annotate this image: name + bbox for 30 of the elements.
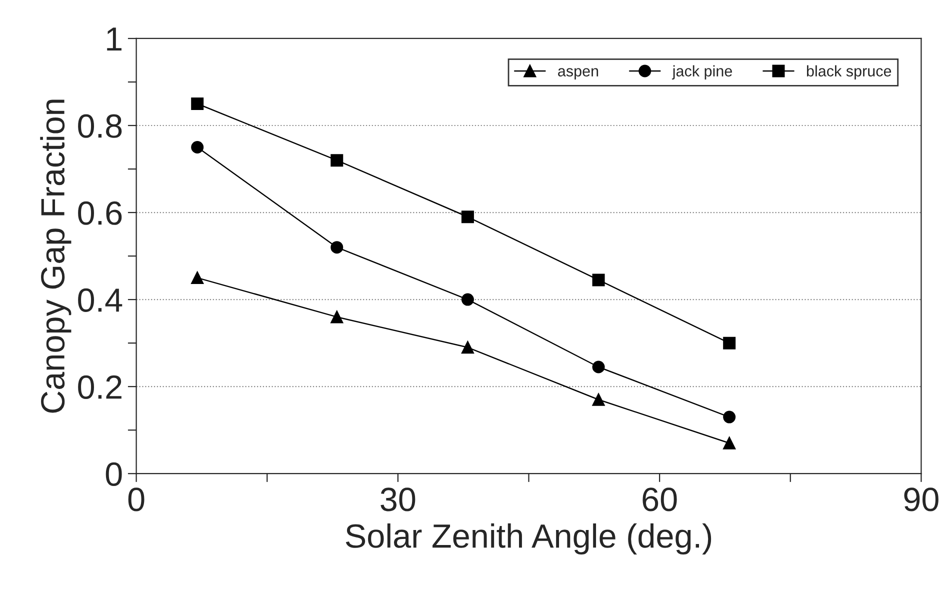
point <box>330 154 344 167</box>
legend-label: black spruce <box>806 65 892 80</box>
point <box>592 360 605 374</box>
legend-label: jack pine <box>672 65 732 80</box>
point <box>191 98 204 110</box>
point <box>723 410 736 424</box>
y-axis-title: Canopy Gap Fraction <box>40 100 72 413</box>
x-tick-label: 30 <box>380 488 416 512</box>
y-tick-label: 1 <box>107 28 122 51</box>
y-tick-label: 0.4 <box>78 288 122 312</box>
point <box>191 141 204 154</box>
point <box>592 274 605 286</box>
point <box>723 336 736 350</box>
point <box>461 293 474 306</box>
point <box>191 272 204 284</box>
point <box>330 310 344 324</box>
legend-label: aspen <box>558 68 598 80</box>
point <box>592 393 605 406</box>
x-tick-label: 60 <box>642 488 677 512</box>
y-tick-label: 0.6 <box>78 201 122 225</box>
y-tick-label: 0.8 <box>78 114 122 138</box>
y-tick-label: 0.2 <box>78 375 122 399</box>
point <box>461 341 474 354</box>
x-tick-label: 90 <box>904 488 938 512</box>
x-tick-label: 0 <box>128 488 144 512</box>
point <box>330 241 344 254</box>
y-tick-label: 0 <box>106 462 122 486</box>
x-axis-title: Solar Zenith Angle (deg.) <box>346 523 712 554</box>
point <box>723 436 736 450</box>
point <box>461 210 474 224</box>
